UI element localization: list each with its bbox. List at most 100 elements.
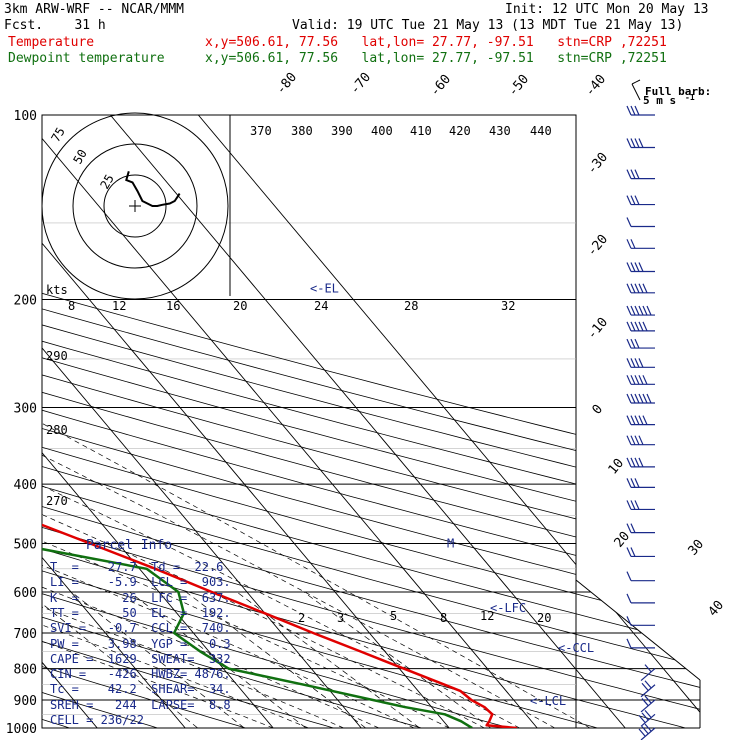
barb-flag [630,283,636,294]
barb-flag [646,393,652,404]
barb-flag [634,338,640,349]
theta-label: 400 [371,124,393,138]
barb-flag [634,358,640,368]
barb-flag [626,523,632,533]
barb-flag [634,138,640,148]
wind-barb [626,593,655,604]
pressure-tick-label: 500 [14,537,37,552]
temperature-legend-label: Temperature [8,35,95,50]
mixing-ratio-line [303,591,491,728]
barb-flag [626,593,632,604]
barb-flag [634,393,640,404]
isotherm-label: 40 [706,598,728,620]
barb-flag [626,547,632,557]
barb-flag [638,321,644,332]
barb-flag [634,262,640,272]
theta-label: 380 [291,124,313,138]
wind-barb [626,500,655,511]
dry-adiabat [42,115,700,728]
barb-flag [626,358,632,368]
level-annotation: M [447,536,454,550]
parcel-info-panel: Parcel Info T = 27.7 Td = 22.6 LI = -5.9 … [46,538,241,728]
isotherm-label: -50 [506,72,533,100]
mixing-ratio-line [236,591,420,728]
isotherm-label: 20 [612,529,634,551]
wind-barb [626,105,655,116]
isotherm [42,115,450,728]
mixing-ratio-label: 8 [440,611,447,625]
wind-barb [626,169,655,180]
wind-barb [626,305,655,316]
barb-flag [644,680,652,689]
barb-flag [638,435,644,445]
moist-adiabat [42,299,379,728]
barb-flag [634,375,640,385]
barb-flag [626,435,632,445]
barb-legend-value: 5 m s [643,94,676,107]
barb-flag [634,305,640,316]
wind-barb [626,435,655,446]
parcel-info-row: TT = 50 EL = 192. [50,605,231,620]
parcel-info-row: K = 26 LFC = 637. [50,590,231,605]
theta-label: 420 [449,124,471,138]
isotherm-label: -60 [428,72,455,100]
barb-staff [640,668,656,682]
hodograph-trace [125,171,181,207]
barb-flag [630,500,636,510]
barb-flag [638,714,646,723]
barb-flag [630,375,636,385]
dewpoint-legend-info: x,y=506.61, 77.56 lat,lon= 27.77, -97.51… [205,51,667,66]
barb-flag [634,195,640,205]
model-title: 3km ARW-WRF -- NCAR/MMM [4,2,185,17]
theta-label: 270 [46,494,68,508]
dry-adiabat [42,115,510,728]
wind-barb [626,321,655,332]
parcel-info-row: CAPE = 1629 SWEAT= 332 [50,651,231,666]
mixing-ratio-lines [42,591,491,728]
hodograph-ring-label: 75 [48,125,67,145]
barb-flag [638,262,644,272]
barb-flag [630,393,636,404]
barb-flag [626,138,632,148]
moist-adiabat [42,299,309,728]
dry-adiabat [42,115,700,728]
dry-adiabat [42,115,334,728]
barb-flag [638,305,644,316]
hodograph-ring [41,112,229,300]
barb-flag [630,415,636,425]
forecast-hour: Fcst. 31 h [4,18,106,33]
isotherm-label: -80 [274,70,301,98]
mixing-ratio-label: 2 [298,611,305,625]
barb-flag [626,283,632,294]
theta-label: 440 [530,124,552,138]
barb-flag [630,547,636,557]
isotherm [0,115,9,728]
wind-barb [626,195,655,206]
theta-label: 390 [331,124,353,138]
valid-time: Valid: 19 UTC Tue 21 May 13 (13 MDT Tue … [292,18,684,33]
parcel-info-row: SVI = -0.7 CCL = 740. [50,621,231,636]
wind-barb [626,478,655,488]
barb-flag [641,726,649,734]
dewpoint-legend-label: Dewpoint temperature [8,51,165,66]
pressure-tick-label: 600 [14,586,37,601]
barb-flag [642,321,648,332]
mixing-ratio-label: 12 [480,609,494,623]
wind-barb [626,358,655,368]
hodograph-unit: kts [46,283,68,297]
wind-barb [640,695,656,713]
moist-adiabat [42,299,520,728]
hodograph-ring [72,143,198,269]
parcel-info-row: T = 27.7 Td = 22.6 [50,560,224,574]
dry-adiabat [42,115,700,728]
level-annotation: <-EL [310,282,339,296]
isotherm-label: -40 [583,72,610,100]
barb-flag [626,239,632,249]
wind-barb [626,217,655,228]
barb-flag [626,478,632,488]
hodograph-axis-label: 32 [501,299,515,313]
barb-legend-sample [631,79,641,85]
hodograph-axis-label: 28 [404,299,418,313]
barb-flag [626,457,632,468]
